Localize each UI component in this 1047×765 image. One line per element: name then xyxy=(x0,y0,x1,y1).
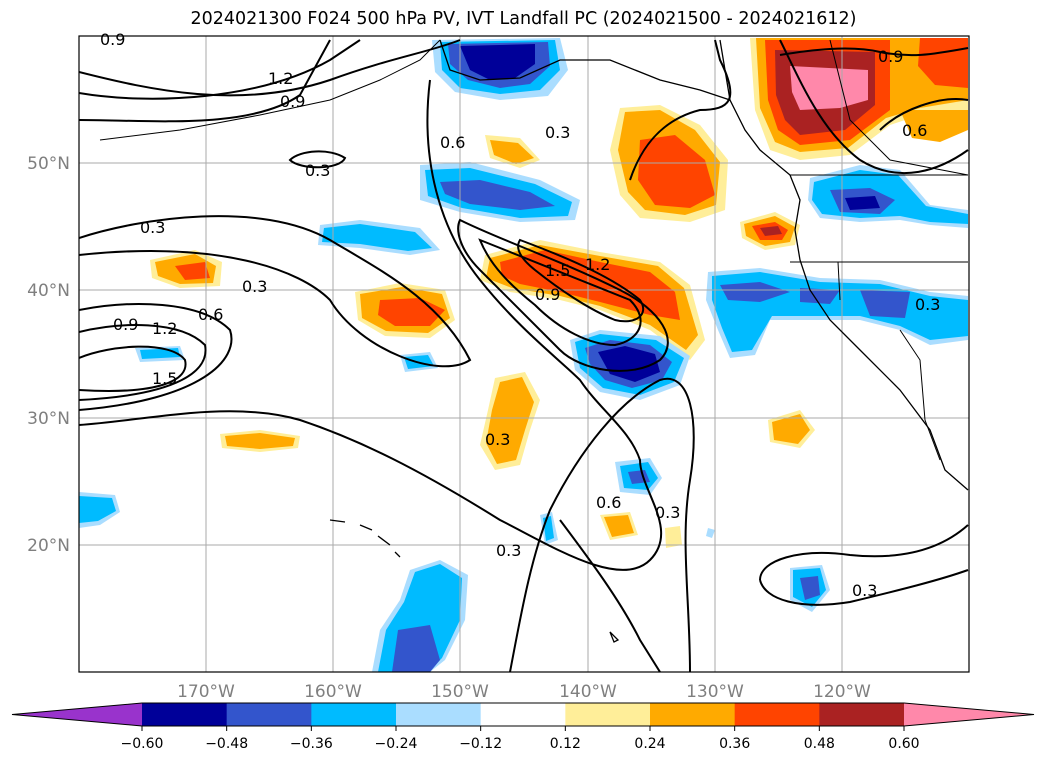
colorbar-swatch xyxy=(565,703,651,726)
contour-label: 1.5 xyxy=(545,261,570,280)
colorbar-label: −0.36 xyxy=(290,736,333,752)
lat-label: 50°N xyxy=(27,154,70,174)
colorbar-label: 0.12 xyxy=(550,736,581,752)
contour-label: 1.2 xyxy=(152,319,177,338)
colorbar-extend-low xyxy=(12,703,142,726)
contour-label: 0.9 xyxy=(878,47,903,66)
lat-label: 20°N xyxy=(27,536,70,556)
coastlines xyxy=(99,39,969,643)
contour-label: 0.3 xyxy=(655,503,680,522)
lon-label: 130°W xyxy=(686,682,744,702)
map-title: 2024021300 F024 500 hPa PV, IVT Landfall… xyxy=(190,9,857,29)
contour-label: 0.3 xyxy=(496,541,521,560)
contour-label: 0.3 xyxy=(242,277,267,296)
colorbar-label: 0.24 xyxy=(634,736,665,752)
contour-label: 0.3 xyxy=(485,430,510,449)
colorbar: −0.60 −0.48 −0.36 −0.24 −0.12 0.12 0.24 0.36 0.4… xyxy=(11,702,1035,752)
gridlines xyxy=(79,36,969,672)
colorbar-label: −0.24 xyxy=(375,736,418,752)
colorbar-extend-high xyxy=(904,703,1034,726)
contour-labels: 0.9 1.2 0.9 0.3 0.6 0.3 0.3 0.3 1.5 1.2 … xyxy=(100,30,940,600)
colorbar-swatch xyxy=(734,703,820,726)
colorbar-swatch xyxy=(396,703,482,726)
colorbar-label: −0.12 xyxy=(459,736,502,752)
contour-label: 1.5 xyxy=(152,369,177,388)
lon-label: 140°W xyxy=(559,682,617,702)
contour-label: 0.9 xyxy=(280,92,305,111)
contour-label: 0.3 xyxy=(852,581,877,600)
contour-label: 1.2 xyxy=(268,69,293,88)
colorbar-label: 0.48 xyxy=(804,736,835,752)
contour-label: 0.9 xyxy=(535,285,560,304)
colorbar-swatch xyxy=(142,703,228,726)
lon-label: 120°W xyxy=(813,682,871,702)
lon-axis: 170°W 160°W 150°W 140°W 130°W 120°W xyxy=(177,682,871,702)
colorbar-swatch xyxy=(650,703,736,726)
lat-axis: 50°N 40°N 30°N 20°N xyxy=(27,154,70,556)
contour-label: 0.3 xyxy=(305,161,330,180)
plot-frame xyxy=(78,35,970,673)
contour-label: 0.3 xyxy=(140,218,165,237)
colorbar-swatch xyxy=(311,703,397,726)
lon-label: 160°W xyxy=(304,682,362,702)
lon-label: 170°W xyxy=(177,682,235,702)
contour-label: 0.9 xyxy=(113,315,138,334)
pv-contours xyxy=(79,39,969,672)
shaded-fields xyxy=(79,38,968,672)
colorbar-label: −0.60 xyxy=(121,736,164,752)
lat-label: 40°N xyxy=(27,281,70,301)
contour-label: 0.6 xyxy=(198,305,223,324)
contour-label: 1.2 xyxy=(585,255,610,274)
colorbar-swatch xyxy=(819,703,905,726)
colorbar-label: 0.60 xyxy=(888,736,919,752)
contour-label: 0.6 xyxy=(902,121,927,140)
lat-label: 30°N xyxy=(27,409,70,429)
contour-label: 0.6 xyxy=(596,493,621,512)
contour-label: 0.3 xyxy=(545,123,570,142)
lon-label: 150°W xyxy=(431,682,489,702)
colorbar-swatch xyxy=(226,703,312,726)
contour-label: 0.6 xyxy=(440,133,465,152)
contour-label: 0.3 xyxy=(915,295,940,314)
colorbar-label: −0.48 xyxy=(205,736,248,752)
colorbar-label: 0.36 xyxy=(719,736,750,752)
colorbar-swatch xyxy=(480,703,566,726)
contour-label: 0.9 xyxy=(100,30,125,49)
